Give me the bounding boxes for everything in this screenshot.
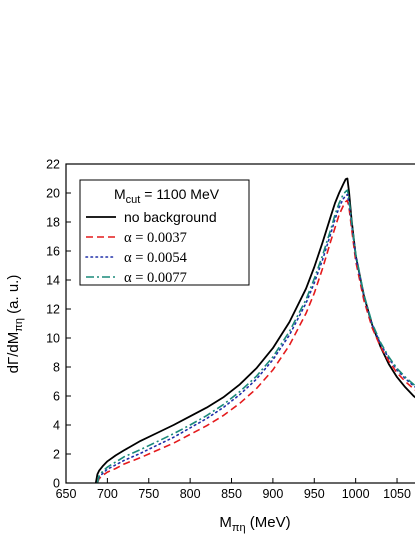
y-tick-label-8: 8 [53, 361, 60, 375]
series-line-2 [96, 199, 415, 483]
y-tick-label-6: 6 [53, 390, 60, 404]
y-tick-label-10: 10 [46, 332, 60, 346]
series-line-4 [96, 189, 415, 483]
x-tick-label-750: 750 [138, 487, 159, 501]
plot-frame [65, 163, 415, 484]
legend-label-1: no background [124, 209, 217, 225]
legend: Mcut = 1100 MeV no background α = 0.0037 α… [79, 179, 250, 286]
y-axis-title-pre: dΓ/dM [5, 332, 22, 374]
x-axis-title-main: M [219, 514, 232, 531]
x-tick-label-900: 900 [262, 487, 283, 501]
x-tick-label-1000: 1000 [342, 487, 370, 501]
y-tick-label-0: 0 [53, 477, 60, 491]
legend-box [79, 179, 250, 286]
y-tick-label-22: 22 [46, 158, 60, 172]
x-tick-label-950: 950 [304, 487, 325, 501]
y-axis-title-rest: (a. u.) [5, 275, 22, 318]
y-tick-label-14: 14 [46, 274, 60, 288]
legend-label-3: α = 0.0054 [124, 250, 188, 266]
x-tick-label-850: 850 [221, 487, 242, 501]
y-tick-label-2: 2 [53, 448, 60, 462]
ticks-layer: 650 700 750 800 850 900 950 1000 1050 0 2 4 6 8 10 12 14… [46, 158, 411, 502]
y-tick-label-4: 4 [53, 419, 60, 433]
x-axis-title: Mπη (MeV) [219, 514, 290, 534]
legend-header-main: M [114, 186, 126, 202]
x-axis-title-sub: πη [232, 522, 246, 534]
series-layer [94, 177, 415, 483]
y-tick-label-16: 16 [46, 245, 60, 259]
legend-label-4: α = 0.0077 [124, 270, 187, 286]
y-axis-title: dΓ/dMπη (a. u.) [5, 275, 25, 374]
legend-header: Mcut = 1100 MeV [114, 186, 220, 206]
y-tick-label-12: 12 [46, 303, 60, 317]
legend-header-rest: = 1100 MeV [140, 186, 219, 202]
legend-label-2: α = 0.0037 [124, 230, 187, 246]
y-tick-label-18: 18 [46, 216, 60, 230]
x-tick-label-1050: 1050 [383, 487, 411, 501]
x-tick-label-650: 650 [56, 487, 77, 501]
y-tick-label-20: 20 [46, 187, 60, 201]
legend-entries: no background α = 0.0037 α = 0.0054 α = 0.0… [85, 209, 217, 286]
x-tick-label-800: 800 [180, 487, 201, 501]
x-tick-label-700: 700 [97, 487, 118, 501]
y-axis-title-sub: πη [13, 318, 25, 332]
x-axis-title-rest: (MeV) [246, 514, 291, 531]
legend-header-sub: cut [126, 194, 141, 206]
series-line-1 [94, 177, 415, 483]
